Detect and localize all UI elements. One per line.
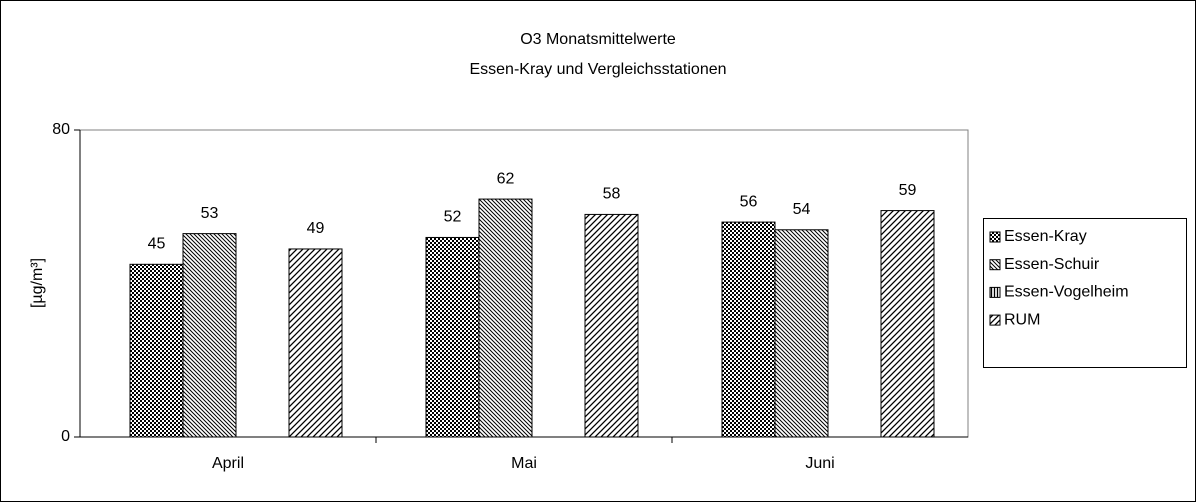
legend-swatch [989, 259, 1001, 271]
legend-swatch [989, 286, 1001, 298]
y-axis-label: [µg/m³] [29, 258, 46, 308]
bar [774, 229, 829, 438]
y-tick-label: 0 [61, 428, 70, 445]
legend-swatch [989, 314, 1001, 326]
bar [182, 233, 237, 438]
legend-label: Essen-Vogelheim [1004, 284, 1129, 301]
data-label: 53 [201, 205, 219, 222]
data-label: 58 [603, 186, 621, 203]
data-label: 45 [148, 236, 166, 253]
chart-title: O3 Monatsmittelwerte [520, 31, 676, 48]
chart-subtitle: Essen-Kray und Vergleichsstationen [469, 61, 726, 78]
legend-label: Essen-Schuir [1004, 256, 1100, 273]
legend-label: RUM [1004, 311, 1040, 328]
x-tick-label: Juni [805, 455, 834, 472]
data-label: 59 [899, 182, 917, 199]
bar [721, 221, 776, 438]
data-label: 49 [307, 220, 325, 237]
legend-swatch [989, 231, 1001, 243]
legend-label: Essen-Kray [1004, 228, 1087, 245]
data-label: 62 [497, 170, 515, 187]
bar [129, 263, 184, 438]
legend-box [983, 218, 1187, 368]
data-label: 54 [793, 201, 811, 218]
bar [880, 210, 935, 438]
bar [478, 198, 533, 438]
data-label: 52 [444, 209, 462, 226]
x-tick-label: Mai [511, 455, 537, 472]
x-tick-label: April [212, 455, 244, 472]
data-label: 56 [740, 193, 758, 210]
y-tick-label: 80 [52, 121, 70, 138]
bar [288, 248, 343, 438]
bar [584, 213, 639, 438]
bar [425, 236, 480, 438]
